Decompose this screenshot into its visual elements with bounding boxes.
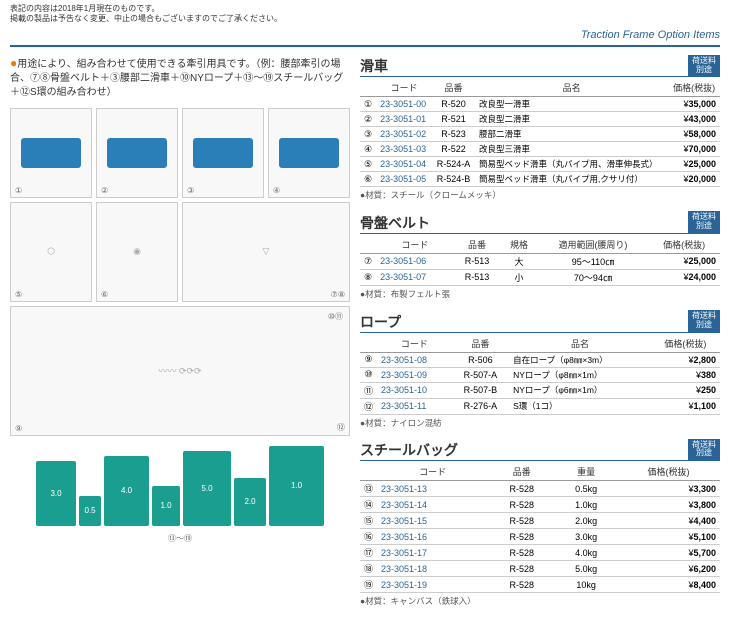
shipping-badge: 荷送料 別途	[688, 211, 720, 233]
images-column: ●用途により、組み合わせて使用できる牽引用具です。（例：腰部牽引の場合、⑦⑧骨盤…	[10, 55, 350, 617]
table-row: ③23-3051-02R-523腰部二滑車¥58,000	[360, 127, 720, 142]
product-images-row-2: ⬡⑤ ◉⑥ ▽⑦⑧	[10, 202, 350, 302]
table-row: ⑭23-3051-14R-5281.0kg¥3,800	[360, 497, 720, 513]
product-image-4: ④	[268, 108, 350, 198]
table-row: ④23-3051-03R-522改良型三滑車¥70,000	[360, 142, 720, 157]
table-row: ②23-3051-01R-521改良型二滑車¥43,000	[360, 112, 720, 127]
section-title: 骨盤ベルト	[360, 213, 430, 233]
intro-text: ●用途により、組み合わせて使用できる牽引用具です。（例：腰部牽引の場合、⑦⑧骨盤…	[10, 55, 350, 100]
product-image-3: ③	[182, 108, 264, 198]
shipping-badge: 荷送料 別途	[688, 310, 720, 332]
section-title: スチールバッグ	[360, 440, 458, 460]
section-bag: スチールバッグ 荷送料 別途 コード品番重量価格(税抜)⑬23-3051-13R-…	[360, 439, 720, 608]
header-note: 表記の内容は2018年1月現在のものです。 掲載の製品は予告なく変更、中止の場合…	[0, 0, 730, 29]
section-pulley: 滑車 荷送料 別途 コード品番品名価格(税抜)①23-3051-00R-520改良…	[360, 55, 720, 202]
page-title: Traction Frame Option Items	[581, 29, 720, 41]
rope-table: コード品番品名価格(税抜)⑨23-3051-08R-506自在ロープ（φ8㎜×3…	[360, 335, 720, 415]
product-images-row-1: ① ② ③ ④	[10, 108, 350, 198]
title-bar: Traction Frame Option Items	[10, 29, 720, 47]
table-row: ⑯23-3051-16R-5283.0kg¥5,100	[360, 529, 720, 545]
product-image-1: ①	[10, 108, 92, 198]
material-note: ●材質：キャンバス（鉄球入）	[360, 595, 720, 607]
section-belt: 骨盤ベルト 荷送料 別途 コード品番規格適用範囲(腰周り)価格(税抜)⑦23-30…	[360, 211, 720, 300]
section-title: ロープ	[360, 312, 401, 332]
table-row: ⑪23-3051-10R-507-BNYロープ（φ6㎜×1m）¥250	[360, 382, 720, 398]
pulley-table: コード品番品名価格(税抜)①23-3051-00R-520改良型一滑車¥35,0…	[360, 79, 720, 187]
bag-table: コード品番重量価格(税抜)⑬23-3051-13R-5280.5kg¥3,300…	[360, 463, 720, 593]
table-row: ⑨23-3051-08R-506自在ロープ（φ8㎜×3m）¥2,800	[360, 352, 720, 367]
section-title: 滑車	[360, 56, 388, 76]
material-note: ●材質：布製フェルト張	[360, 288, 720, 300]
tables-column: 滑車荷送料 別途 コード品番品名価格(税抜)①23-3051-00R-520改良…	[360, 55, 720, 617]
table-row: ⑮23-3051-15R-5282.0kg¥4,400	[360, 513, 720, 529]
table-row: ⑬23-3051-13R-5280.5kg¥3,300	[360, 481, 720, 497]
table-row: ⑰23-3051-17R-5284.0kg¥5,700	[360, 545, 720, 561]
table-row: ⑲23-3051-19R-52810kg¥8,400	[360, 577, 720, 593]
table-row: ⑥23-3051-05R-524-B簡易型ベッド滑車（丸パイプ用,クサリ付）¥2…	[360, 172, 720, 187]
table-row: ⑤23-3051-04R-524-A簡易型ベッド滑車（丸パイプ用、滑車伸長式）¥…	[360, 157, 720, 172]
material-note: ●材質：スチール（クロームメッキ）	[360, 189, 720, 201]
table-row: ⑧23-3051-07R-513小70〜94㎝¥24,000	[360, 269, 720, 285]
section-rope: ロープ 荷送料 別途 コード品番品名価格(税抜)⑨23-3051-08R-506自…	[360, 310, 720, 429]
belt-table: コード品番規格適用範囲(腰周り)価格(税抜)⑦23-3051-06R-513大9…	[360, 236, 720, 286]
table-row: ⑫23-3051-11R-276-AS環（1コ）¥1,100	[360, 398, 720, 414]
table-row: ⑦23-3051-06R-513大95〜110㎝¥25,000	[360, 253, 720, 269]
product-image-bags: 3.00.54.01.05.02.01.0 ⑬〜⑲	[10, 436, 350, 546]
product-image-2: ②	[96, 108, 178, 198]
table-row: ①23-3051-00R-520改良型一滑車¥35,000	[360, 97, 720, 112]
product-image-ropes: 〰〰 ⟳⟳⟳ ⑩⑪ ⑨ ⑫	[10, 306, 350, 436]
product-image-5: ⬡⑤	[10, 202, 92, 302]
material-note: ●材質：ナイロン混紡	[360, 417, 720, 429]
table-row: ⑩23-3051-09R-507-ANYロープ（φ8㎜×1m）¥380	[360, 367, 720, 382]
table-row: ⑱23-3051-18R-5285.0kg¥6,200	[360, 561, 720, 577]
product-image-78: ▽⑦⑧	[182, 202, 350, 302]
product-image-6: ◉⑥	[96, 202, 178, 302]
shipping-badge: 荷送料 別途	[688, 55, 720, 77]
shipping-badge: 荷送料 別途	[688, 439, 720, 461]
